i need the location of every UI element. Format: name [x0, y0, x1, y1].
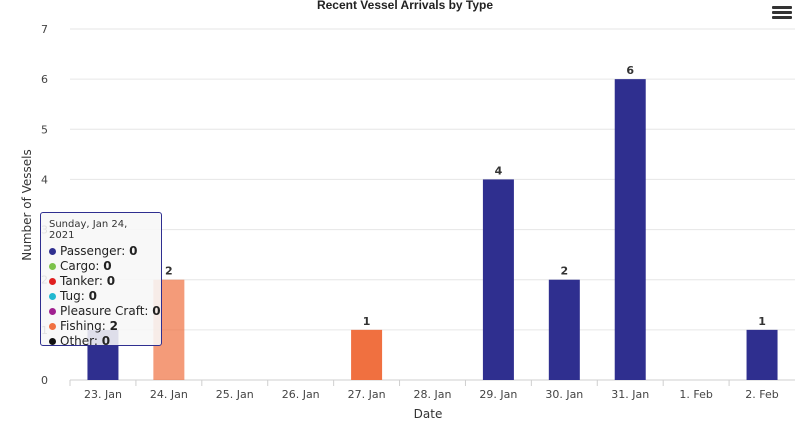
tooltip-value: 0: [88, 289, 97, 303]
data-label: 1: [758, 315, 766, 328]
bar-fishing[interactable]: [351, 329, 383, 380]
legend-dot-icon: [49, 248, 56, 255]
x-axis-ticks: 23. Jan 24. Jan 25. Jan 26. Jan 27. Jan 28. J…: [69, 380, 779, 401]
tooltip-date: Sunday, Jan 24, 2021: [49, 219, 128, 241]
x-tick-label: 24. Jan: [150, 388, 188, 401]
tooltip-row: Passenger: 0: [49, 244, 153, 259]
data-label: 6: [626, 64, 634, 77]
data-label: 2: [560, 265, 568, 278]
tooltip-value: 2: [109, 319, 118, 333]
legend-dot-icon: [49, 293, 56, 300]
data-label: 4: [495, 164, 503, 177]
tooltip-label: Passenger:: [60, 244, 130, 258]
x-tick-label: 29. Jan: [479, 388, 517, 401]
y-tick-label: 6: [41, 73, 48, 86]
x-tick-label: 30. Jan: [545, 388, 583, 401]
tooltip-row: Fishing: 2: [49, 319, 153, 334]
tooltip-row: Cargo: 0: [49, 259, 153, 274]
tooltip-rows: Passenger: 0 Cargo: 0 Tanker: 0 Tug: 0 Pleas…: [49, 244, 161, 349]
y-tick-label: 4: [41, 173, 48, 186]
hamburger-menu-icon: [772, 6, 792, 9]
tooltip-value: 0: [106, 274, 116, 288]
chart-title: Recent Vessel Arrivals by Type: [317, 0, 493, 12]
data-labels: 2 1 4 2 6 1: [165, 64, 766, 328]
tooltip: Sunday, Jan 24, 2021 Passenger: 0 Cargo: …: [40, 212, 162, 349]
tooltip-row: Tanker: 0: [49, 274, 153, 289]
x-tick-label: 31. Jan: [611, 388, 649, 401]
x-tick-label: 1. Feb: [679, 388, 712, 401]
legend-dot-icon: [49, 308, 56, 315]
bar-passenger[interactable]: [614, 79, 646, 381]
tooltip-row: Pleasure Craft: 0: [49, 304, 161, 319]
tooltip-label: Pleasure Craft:: [60, 304, 153, 318]
tooltip-label: Tug:: [60, 289, 89, 303]
y-tick-label: 5: [41, 123, 48, 136]
y-tick-label: 0: [41, 374, 48, 387]
tooltip-label: Tanker:: [60, 274, 107, 288]
legend-dot-icon: [49, 323, 56, 330]
bar-passenger[interactable]: [482, 179, 514, 380]
tooltip-value: 0: [101, 334, 111, 348]
legend-dot-icon: [49, 278, 56, 285]
x-tick-label: 28. Jan: [414, 388, 452, 401]
y-tick-label: 7: [41, 23, 48, 36]
x-tick-label: 27. Jan: [348, 388, 386, 401]
tooltip-value: 0: [129, 244, 138, 258]
x-tick-label: 23. Jan: [84, 388, 122, 401]
x-tick-label: 25. Jan: [216, 388, 254, 401]
chart-menu-button[interactable]: [772, 4, 792, 22]
x-tick-label: 26. Jan: [282, 388, 320, 401]
y-axis-title: Number of Vessels: [20, 149, 34, 261]
x-tick-label: 2. Feb: [745, 388, 778, 401]
tooltip-value: 0: [152, 304, 161, 318]
legend-dot-icon: [49, 338, 56, 345]
grid-lines: [70, 28, 795, 381]
bar-passenger[interactable]: [746, 329, 778, 380]
data-label: 1: [363, 315, 371, 328]
tooltip-row: Tug: 0: [49, 289, 153, 304]
tooltip-label: Cargo:: [60, 259, 104, 273]
tooltip-label: Fishing:: [60, 319, 110, 333]
tooltip-row: Other: 0: [49, 334, 153, 349]
legend-dot-icon: [49, 263, 56, 270]
tooltip-value: 0: [103, 259, 112, 273]
tooltip-label: Other:: [60, 334, 102, 348]
data-label: 2: [165, 265, 173, 278]
bar-passenger[interactable]: [548, 279, 580, 380]
x-axis-title: Date: [414, 407, 443, 421]
